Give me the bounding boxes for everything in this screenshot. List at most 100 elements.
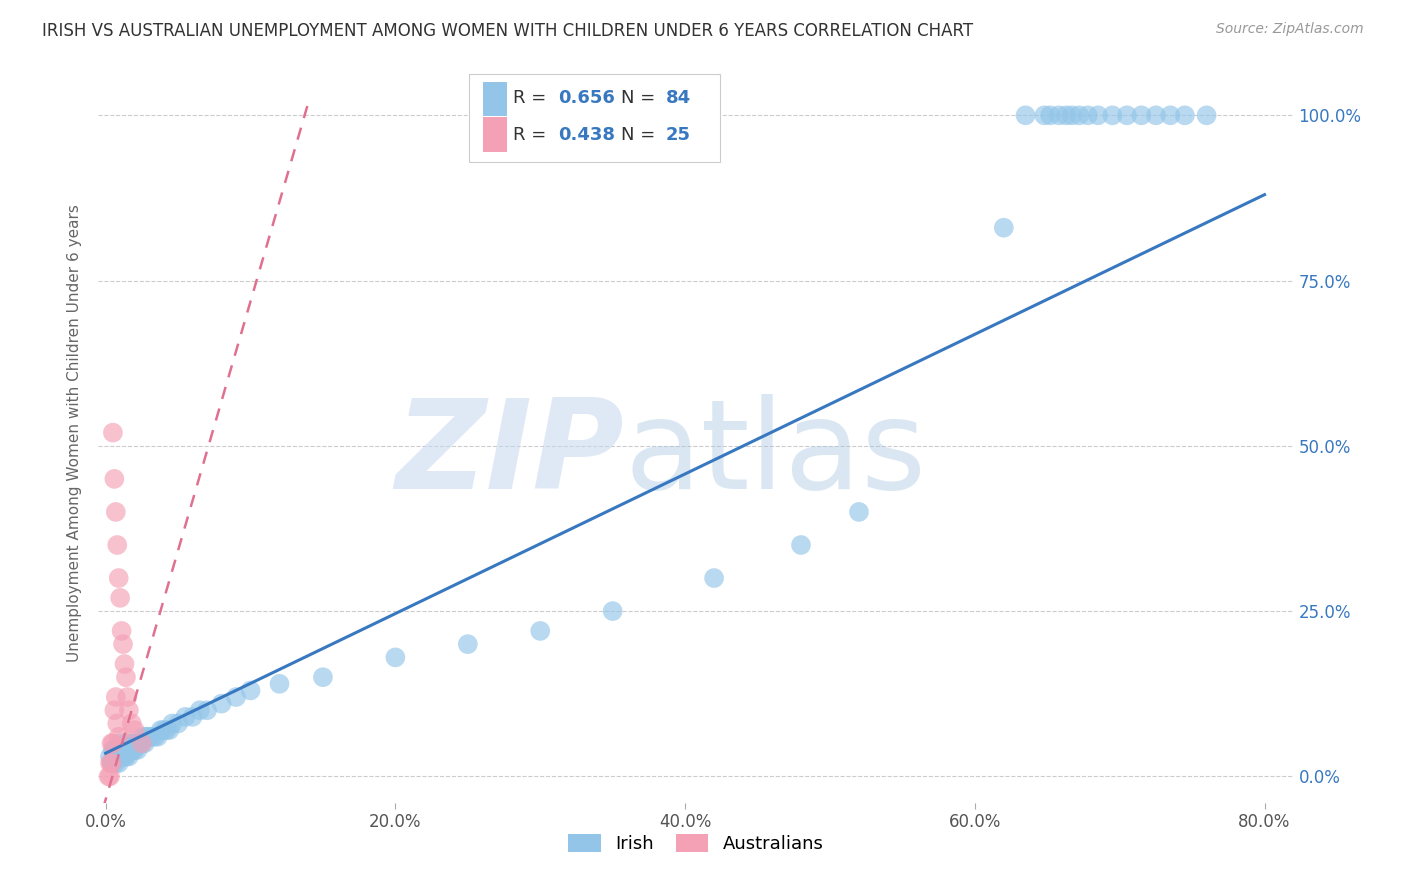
Point: [98, 769, 121, 783]
Point: [124, 723, 146, 737]
Point: [1069, 108, 1091, 122]
Point: [1144, 108, 1167, 122]
Point: [118, 703, 141, 717]
Point: [103, 472, 125, 486]
Text: R =: R =: [513, 126, 553, 144]
Point: [1054, 108, 1077, 122]
Point: [101, 743, 124, 757]
Point: [132, 730, 155, 744]
Point: [1014, 108, 1036, 122]
Point: [107, 749, 129, 764]
Point: [100, 756, 122, 771]
Point: [114, 749, 136, 764]
Point: [155, 723, 177, 737]
Point: [107, 730, 129, 744]
Point: [112, 743, 135, 757]
Text: N =: N =: [620, 89, 661, 107]
Point: [115, 670, 138, 684]
Point: [848, 505, 870, 519]
Point: [107, 571, 129, 585]
Point: [1101, 108, 1123, 122]
Text: IRISH VS AUSTRALIAN UNEMPLOYMENT AMONG WOMEN WITH CHILDREN UNDER 6 YEARS CORRELA: IRISH VS AUSTRALIAN UNEMPLOYMENT AMONG W…: [42, 22, 973, 40]
Legend: Irish, Australians: Irish, Australians: [561, 827, 831, 861]
Text: Source: ZipAtlas.com: Source: ZipAtlas.com: [1216, 22, 1364, 37]
Point: [108, 736, 131, 750]
Point: [104, 743, 127, 757]
Point: [703, 571, 725, 585]
Point: [1033, 108, 1056, 122]
Point: [101, 425, 124, 440]
Point: [118, 743, 141, 757]
Point: [110, 743, 132, 757]
Text: 84: 84: [666, 89, 692, 107]
Point: [1116, 108, 1139, 122]
Point: [1130, 108, 1153, 122]
Point: [131, 736, 153, 750]
Point: [101, 736, 124, 750]
Point: [98, 749, 121, 764]
Point: [104, 756, 127, 771]
Point: [1077, 108, 1099, 122]
Point: [121, 736, 143, 750]
Point: [602, 604, 624, 618]
Point: [188, 703, 211, 717]
Point: [122, 743, 145, 757]
Point: [105, 716, 128, 731]
Point: [105, 538, 128, 552]
Point: [162, 716, 184, 731]
Point: [124, 736, 146, 750]
Point: [138, 730, 160, 744]
Point: [110, 749, 132, 764]
FancyBboxPatch shape: [484, 82, 508, 117]
Point: [181, 710, 204, 724]
Point: [457, 637, 479, 651]
FancyBboxPatch shape: [484, 117, 508, 152]
Point: [790, 538, 813, 552]
Point: [149, 723, 172, 737]
Text: 25: 25: [666, 126, 692, 144]
Point: [157, 723, 180, 737]
Point: [117, 690, 139, 704]
Point: [131, 736, 153, 750]
Point: [1087, 108, 1109, 122]
Point: [108, 743, 131, 757]
Point: [115, 749, 138, 764]
Point: [110, 624, 132, 638]
Point: [1047, 108, 1070, 122]
Point: [312, 670, 335, 684]
Point: [269, 677, 291, 691]
Point: [128, 736, 150, 750]
Point: [112, 637, 135, 651]
Point: [105, 749, 128, 764]
Point: [124, 743, 146, 757]
Point: [103, 703, 125, 717]
Point: [108, 591, 131, 605]
Text: 0.656: 0.656: [558, 89, 616, 107]
Text: ZIP: ZIP: [395, 394, 624, 516]
Point: [104, 505, 127, 519]
Point: [118, 749, 141, 764]
Point: [174, 710, 197, 724]
Point: [108, 749, 131, 764]
Text: 0.438: 0.438: [558, 126, 616, 144]
Point: [127, 743, 149, 757]
Point: [141, 730, 163, 744]
Text: N =: N =: [620, 126, 661, 144]
Point: [114, 657, 136, 671]
Point: [117, 736, 139, 750]
Point: [1060, 108, 1083, 122]
Point: [98, 756, 121, 771]
Point: [1174, 108, 1197, 122]
Point: [112, 749, 135, 764]
Point: [152, 723, 174, 737]
Point: [125, 736, 148, 750]
Point: [100, 736, 122, 750]
Point: [120, 743, 142, 757]
Point: [239, 683, 262, 698]
Point: [129, 736, 152, 750]
Point: [105, 743, 128, 757]
Point: [107, 756, 129, 771]
Point: [384, 650, 406, 665]
Point: [135, 730, 157, 744]
Point: [1159, 108, 1181, 122]
